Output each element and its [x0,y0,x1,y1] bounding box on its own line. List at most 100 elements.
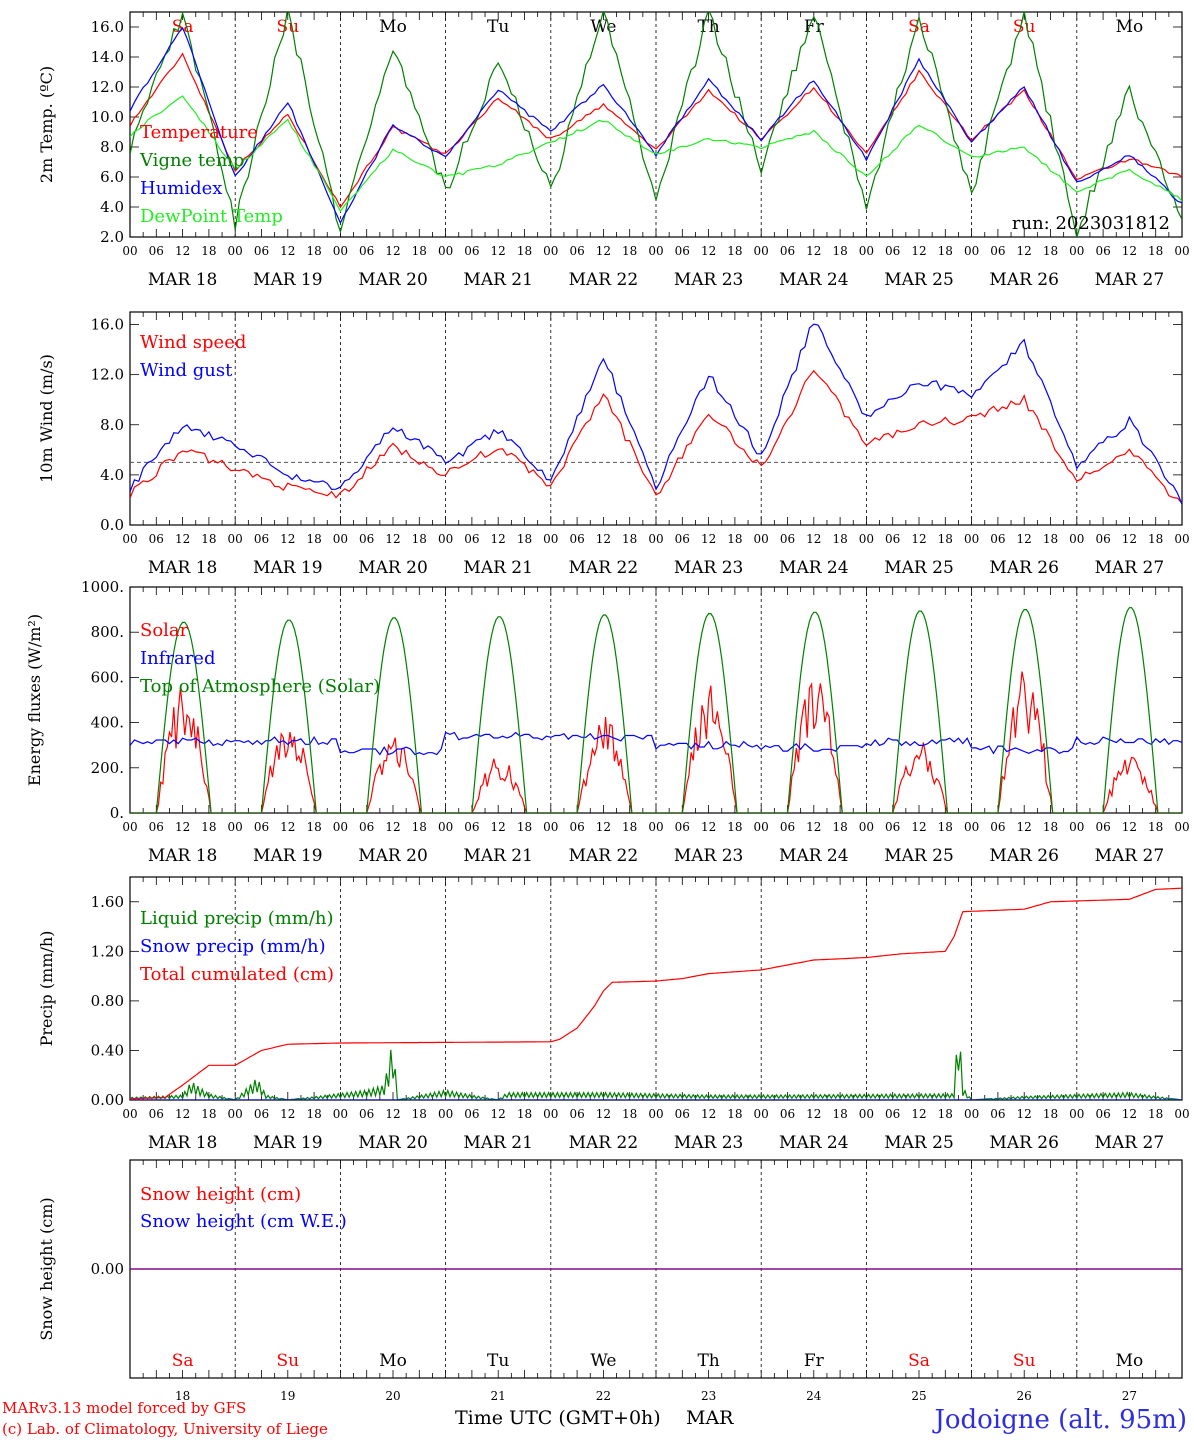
x-tick-label: 06 [990,244,1005,258]
day-of-week-label: We [590,1351,616,1371]
y-axis-label: Energy fluxes (W/m²) [25,614,44,786]
x-tick-label: 12 [911,1107,926,1121]
station-label: Jodoigne (alt. 95m) [931,1405,1187,1435]
x-tick-label: 18 [306,532,321,546]
x-axis-label: Time UTC (GMT+0h) [455,1407,661,1429]
day-of-week-label: Tu [487,17,509,37]
y-tick-label: 1000. [81,578,124,596]
x-tick-label: 12 [491,532,506,546]
date-label: MAR 23 [674,846,744,866]
x-tick-label: 18 [832,532,847,546]
x-tick-label: 00 [1174,244,1189,258]
day-of-week-label: Su [1013,17,1036,37]
x-tick-label: 00 [964,532,979,546]
y-tick-label: 6.0 [100,168,124,186]
day-of-week-label: Mo [1116,17,1144,37]
day-of-week-label: We [590,17,616,37]
x-tick-label: 18 [832,244,847,258]
x-tick-label: 06 [254,244,269,258]
x-tick-label: 06 [1095,532,1110,546]
x-tick-label: 18 [622,532,637,546]
x-tick-label: 18 [517,820,532,834]
x-tick-label: 00 [333,1107,348,1121]
plot-frame [129,11,1183,238]
x-tick-label: 12 [175,1107,190,1121]
plot-area [130,887,1182,1100]
x-tick-label: 18 [727,532,742,546]
y-tick-label: 400. [91,714,124,732]
y-tick-label: 16.0 [91,18,124,36]
x-tick-label: 12 [701,1107,716,1121]
y-tick-label: 2.0 [100,228,124,246]
day-of-week-label: Mo [379,17,407,37]
y-tick-label: 1.60 [91,893,124,911]
x-tick-label: 18 [517,532,532,546]
x-tick-label: 18 [727,820,742,834]
date-label: MAR 24 [779,846,849,866]
date-label: MAR 24 [779,1133,849,1153]
date-label: MAR 20 [358,558,428,578]
x-tick-label: 12 [280,532,295,546]
x-tick-label: 00 [754,244,769,258]
x-tick-label: 12 [280,820,295,834]
x-tick-label: 06 [254,1107,269,1121]
date-label: MAR 18 [148,558,218,578]
date-label: MAR 25 [884,270,954,290]
y-tick-label: 12.0 [91,366,124,384]
series-line-humidex [130,26,1182,225]
legend-entry: Wind gust [140,360,233,381]
x-tick-label: 18 [622,820,637,834]
date-label: MAR 25 [884,846,954,866]
panel-wind: 0.0 4.0 8.0 12.0 16.0 10m Wind (m/s) 00 06 12 18 M… [37,311,1190,578]
day-number-label: 23 [701,1389,716,1403]
y-tick-label: 0. [110,804,124,822]
x-tick-label: 00 [333,820,348,834]
x-tick-label: 06 [149,244,164,258]
x-tick-label: 00 [543,820,558,834]
x-tick-label: 06 [359,1107,374,1121]
plot-area [130,607,1182,813]
x-tick-label: 06 [1095,820,1110,834]
panel-precip: 0.00 0.40 0.80 1.20 1.60 Precip (mm/h) 00 06 12 1… [37,876,1190,1153]
date-label: MAR 27 [1095,558,1165,578]
x-tick-label: 06 [675,820,690,834]
date-label: MAR 25 [884,558,954,578]
x-tick-label: 18 [201,532,216,546]
day-of-week-label: Su [1013,1351,1036,1371]
x-tick-label: 00 [1069,532,1084,546]
y-tick-label: 4.0 [100,466,124,484]
date-label: MAR 23 [674,270,744,290]
x-tick-label: 18 [938,1107,953,1121]
date-label: MAR 20 [358,846,428,866]
y-axis-label: 2m Temp. (ºC) [37,66,56,183]
x-tick-label: 18 [201,820,216,834]
x-tick-label: 00 [648,244,663,258]
x-tick-label: 06 [675,532,690,546]
legend-entry: Wind speed [140,332,246,353]
date-label: MAR 24 [779,558,849,578]
day-number-label: 19 [280,1389,295,1403]
y-tick-label: 0.80 [91,992,124,1010]
x-tick-label: 00 [122,820,137,834]
footer-model-line: MARv3.13 model forced by GFS [2,1399,246,1417]
x-tick-label: 12 [1122,532,1137,546]
x-tick-label: 18 [622,1107,637,1121]
x-tick-label: 12 [911,244,926,258]
series-line-liquid-precip-mm-h- [130,1049,1182,1100]
y-tick-label: 0.40 [91,1041,124,1059]
x-tick-label: 00 [438,244,453,258]
date-label: MAR 21 [463,558,533,578]
x-tick-label: 06 [359,532,374,546]
month-label: MAR [686,1407,734,1429]
x-tick-label: 06 [359,820,374,834]
day-number-label: 20 [385,1389,400,1403]
x-tick-label: 12 [1017,244,1032,258]
x-tick-label: 06 [464,532,479,546]
run-annotation: run: 2023031812 [1012,213,1170,234]
date-label: MAR 20 [358,270,428,290]
x-tick-label: 12 [385,244,400,258]
x-tick-label: 18 [412,244,427,258]
x-tick-label: 12 [1122,820,1137,834]
date-label: MAR 23 [674,1133,744,1153]
